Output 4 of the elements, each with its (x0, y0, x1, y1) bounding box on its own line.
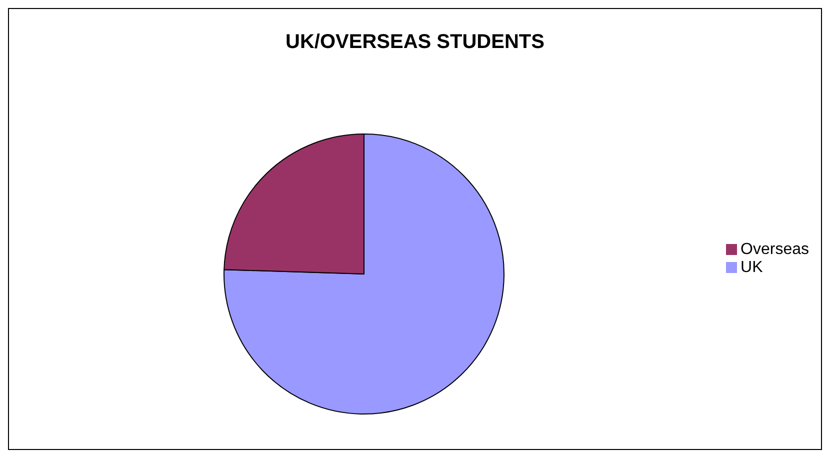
legend-label: UK (740, 259, 763, 276)
chart-title: UK/OVERSEAS STUDENTS (284, 31, 546, 55)
pie-slice (224, 134, 504, 414)
legend-label: Overseas (740, 241, 809, 258)
